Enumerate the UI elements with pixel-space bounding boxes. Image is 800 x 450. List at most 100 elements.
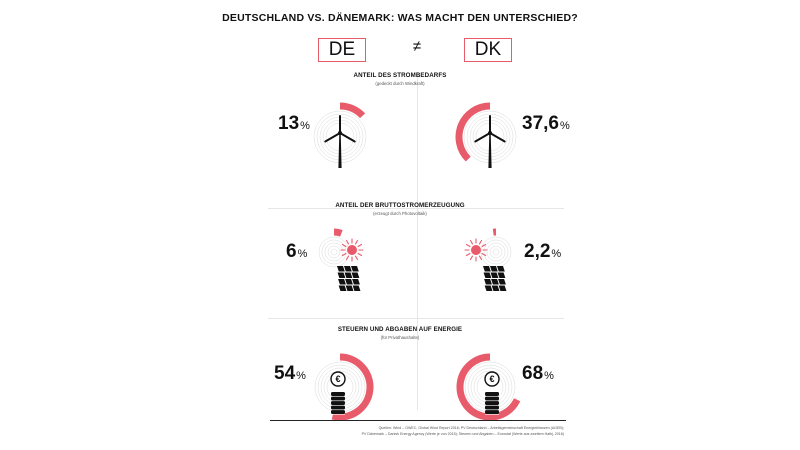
value-unit: % xyxy=(544,370,554,382)
sun-ray xyxy=(357,252,363,257)
turbine-blade xyxy=(339,132,356,143)
euro-coin xyxy=(330,371,346,387)
sun-ray xyxy=(341,252,347,257)
sun-ray xyxy=(354,255,359,261)
value-de-wind: 13% xyxy=(278,114,310,136)
solar-cell xyxy=(498,285,507,291)
coin-layer xyxy=(331,396,345,401)
solar-cell xyxy=(497,266,505,272)
solar-cell xyxy=(491,285,500,291)
country-label-de: DE xyxy=(318,38,366,62)
section-divider xyxy=(268,208,564,209)
solar-cell xyxy=(338,285,347,291)
section-subtitle-pv: (erzeugt durch Photovoltaik) xyxy=(373,211,427,216)
sun-ray xyxy=(345,255,350,261)
gauge-arc xyxy=(455,102,491,162)
coin-layer xyxy=(331,405,345,410)
gauge-guide-ring xyxy=(480,236,512,268)
solar-cell xyxy=(498,279,506,285)
turbine-hub xyxy=(338,131,342,135)
gauge-guide-ring xyxy=(486,242,506,262)
source-line-1: Quellen: Wind – GWEC, Global Wind Report… xyxy=(378,426,564,430)
turbine-blade xyxy=(489,132,506,143)
gauge-guide-ring xyxy=(330,248,338,256)
center-divider xyxy=(417,72,418,410)
solar-panel-sun-icon xyxy=(337,238,364,291)
sun-ray xyxy=(465,252,471,257)
coin-layer xyxy=(485,401,499,405)
solar-cell xyxy=(484,285,493,291)
value-unit: % xyxy=(300,120,310,132)
value-dk-wind: 37,6% xyxy=(522,114,570,136)
value-de-tax: 54% xyxy=(274,364,306,386)
section-title-pv: ANTEIL DER BRUTTOSTROMERZEUGUNG xyxy=(335,202,465,209)
solar-cell xyxy=(337,272,346,278)
value-unit: % xyxy=(296,370,306,382)
sun-ray xyxy=(341,243,347,248)
solar-panel-sun-icon xyxy=(464,238,507,291)
sun-ray xyxy=(481,252,487,257)
value-dk-pv: 2,2% xyxy=(524,242,561,264)
sun-ray xyxy=(469,239,474,245)
sun-ray xyxy=(354,239,359,245)
solar-cell xyxy=(483,272,492,278)
gauge-guide-ring xyxy=(483,239,509,265)
country-label-dk: DK xyxy=(464,38,512,62)
value-de-pv: 6% xyxy=(286,242,307,264)
solar-cell xyxy=(345,279,353,285)
euro-symbol: € xyxy=(489,374,494,384)
solar-cell xyxy=(352,285,361,291)
value-number: 37,6 xyxy=(522,113,559,134)
gauge-guide-ring xyxy=(321,239,347,265)
sun-core xyxy=(347,245,357,255)
solar-cell xyxy=(345,285,354,291)
value-unit: % xyxy=(551,248,562,260)
gauge-arc xyxy=(456,353,521,421)
sun-ray xyxy=(478,239,483,245)
solar-cell xyxy=(483,266,491,272)
value-unit: % xyxy=(297,248,308,260)
solar-cell xyxy=(491,279,499,285)
gauge-arc xyxy=(339,102,366,119)
solar-cell xyxy=(490,266,498,272)
section-subtitle-tax: (für Privathaushalte) xyxy=(380,335,420,340)
solar-cell xyxy=(344,266,352,272)
sun-ray xyxy=(357,243,363,248)
value-number: 6 xyxy=(286,241,297,262)
turbine-blade xyxy=(474,132,491,143)
infographic-title: DEUTSCHLAND VS. DÄNEMARK: WAS MACHT DEN … xyxy=(222,12,578,24)
solar-cell xyxy=(351,272,360,278)
gauge-guide-ring xyxy=(492,248,500,256)
sun-ray xyxy=(465,243,471,248)
value-number: 54 xyxy=(274,363,296,384)
wind-turbine-icon xyxy=(324,115,356,168)
solar-cell xyxy=(351,266,359,272)
turbine-blade xyxy=(324,132,341,143)
solar-cell xyxy=(337,266,345,272)
euro-symbol: € xyxy=(335,374,340,384)
not-equal-symbol: ≠ xyxy=(412,38,422,55)
footer-rule xyxy=(270,420,566,422)
solar-cell xyxy=(344,272,353,278)
sun-ray xyxy=(478,255,483,261)
section-subtitle-wind: (gedeckt durch Windkraft) xyxy=(375,81,425,86)
turbine-hub xyxy=(488,131,492,135)
solar-cell xyxy=(497,272,506,278)
turbine-tower xyxy=(488,133,492,168)
coin-layer xyxy=(331,401,345,405)
coin-layer xyxy=(485,392,499,396)
gauge-guide-ring xyxy=(324,242,344,262)
gauge-arc xyxy=(331,353,374,421)
euro-coin-stack-icon: € xyxy=(484,371,500,415)
coin-layer xyxy=(485,405,499,410)
coin-layer xyxy=(485,410,499,414)
solar-cell xyxy=(338,279,346,285)
gauge-guide-ring xyxy=(327,245,341,259)
sun-core xyxy=(471,245,481,255)
coin-layer xyxy=(485,396,499,401)
value-number: 13 xyxy=(278,113,300,134)
value-unit: % xyxy=(559,120,570,132)
section-divider xyxy=(268,318,564,319)
euro-coin-stack-icon: € xyxy=(330,371,346,415)
